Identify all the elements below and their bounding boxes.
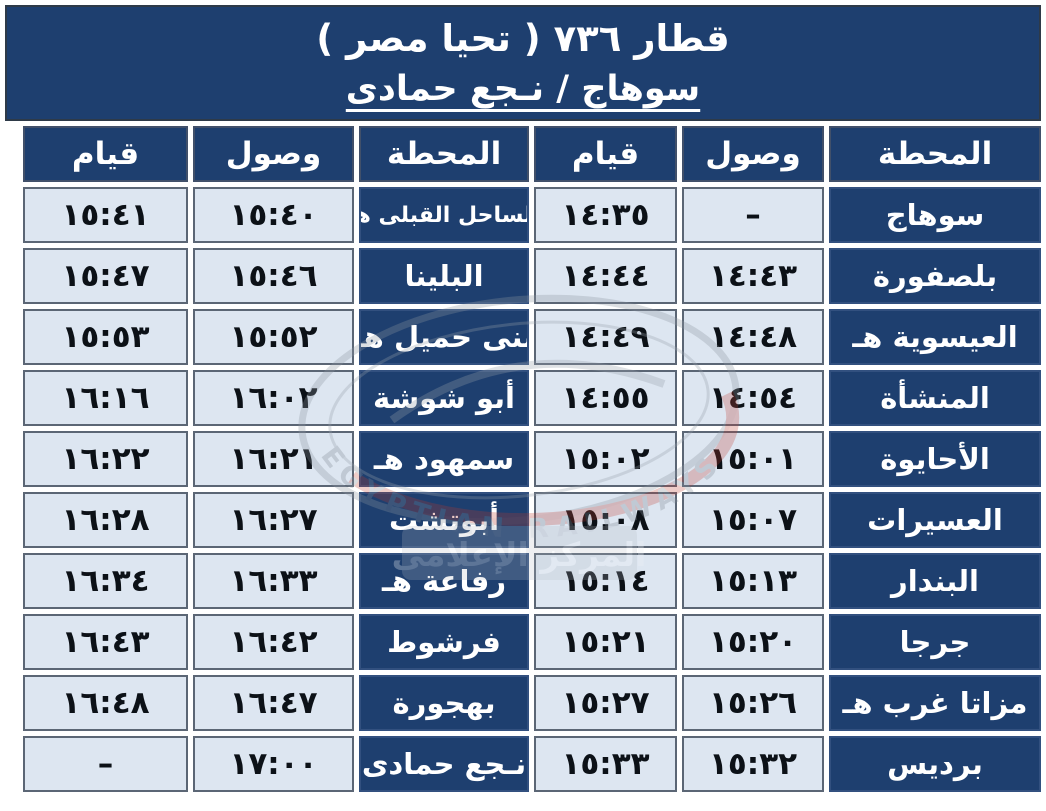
train-title: قطار ٧٣٦ ( تحيا مصر ) <box>316 17 730 60</box>
station-cell-leg2: نـجع حمادى <box>359 736 529 792</box>
station-cell-leg2: رفاعة هـ <box>359 553 529 609</box>
arrival-cell-leg2: ١٦:٤٢ <box>193 614 354 670</box>
arrival-cell-leg2: ١٦:٢١ <box>193 431 354 487</box>
departure-cell-leg1: ١٤:٣٥ <box>534 187 677 243</box>
table-row: المنشأة ١٤:٥٤ ١٤:٥٥ أبو شوشة ١٦:٠٢ ١٦:١٦ <box>5 370 1041 426</box>
station-cell-leg1: الأحايوة <box>829 431 1041 487</box>
station-cell-leg2: أبو شوشة <box>359 370 529 426</box>
station-cell-leg2: فرشوط <box>359 614 529 670</box>
table-row: البندار ١٥:١٣ ١٥:١٤ رفاعة هـ ١٦:٣٣ ١٦:٣٤ <box>5 553 1041 609</box>
station-cell-leg1: البندار <box>829 553 1041 609</box>
col-header-station-2: المحطة <box>359 126 529 182</box>
title-block: قطار ٧٣٦ ( تحيا مصر ) سوهاج / نـجع حمادى <box>5 5 1041 121</box>
arrival-cell-leg1: ١٥:٢٠ <box>682 614 824 670</box>
station-cell-leg2: البلينا <box>359 248 529 304</box>
table-row: برديس ١٥:٣٢ ١٥:٣٣ نـجع حمادى ١٧:٠٠ – <box>5 736 1041 792</box>
table-row: العسيرات ١٥:٠٧ ١٥:٠٨ أبوتشت ١٦:٢٧ ١٦:٢٨ <box>5 492 1041 548</box>
col-header-arrival-2: وصول <box>193 126 354 182</box>
departure-cell-leg2: ١٥:٤٧ <box>23 248 188 304</box>
station-cell-leg2: أبوتشت <box>359 492 529 548</box>
departure-cell-leg1: ١٥:٢٧ <box>534 675 677 731</box>
departure-cell-leg2: ١٦:٣٤ <box>23 553 188 609</box>
timetable-rows: سوهاج – ١٤:٣٥ الساحل القبلى هـ ١٥:٤٠ ١٥:… <box>5 187 1041 792</box>
departure-cell-leg1: ١٥:٣٣ <box>534 736 677 792</box>
departure-cell-leg2: ١٦:١٦ <box>23 370 188 426</box>
departure-cell-leg2: ١٦:٤٣ <box>23 614 188 670</box>
station-cell-leg2: بنى حميل هـ <box>359 309 529 365</box>
departure-cell-leg2: ١٦:٤٨ <box>23 675 188 731</box>
departure-cell-leg2: ١٥:٤١ <box>23 187 188 243</box>
station-cell-leg1: المنشأة <box>829 370 1041 426</box>
station-cell-leg1: برديس <box>829 736 1041 792</box>
arrival-cell-leg1: ١٥:١٣ <box>682 553 824 609</box>
arrival-cell-leg1: ١٤:٤٨ <box>682 309 824 365</box>
arrival-cell-leg2: ١٥:٤٠ <box>193 187 354 243</box>
departure-cell-leg1: ١٥:٠٨ <box>534 492 677 548</box>
col-header-departure-2: قيام <box>23 126 188 182</box>
table-row: العيسوية هـ ١٤:٤٨ ١٤:٤٩ بنى حميل هـ ١٥:٥… <box>5 309 1041 365</box>
arrival-cell-leg2: ١٦:٤٧ <box>193 675 354 731</box>
arrival-cell-leg1: ١٥:٢٦ <box>682 675 824 731</box>
arrival-cell-leg1: ١٥:٠٧ <box>682 492 824 548</box>
arrival-cell-leg1: – <box>682 187 824 243</box>
col-header-station-1: المحطة <box>829 126 1041 182</box>
table-row: مزاتا غرب هـ ١٥:٢٦ ١٥:٢٧ بهجورة ١٦:٤٧ ١٦… <box>5 675 1041 731</box>
departure-cell-leg2: ١٦:٢٢ <box>23 431 188 487</box>
arrival-cell-leg1: ١٤:٤٣ <box>682 248 824 304</box>
col-header-arrival-1: وصول <box>682 126 824 182</box>
arrival-cell-leg1: ١٥:٠١ <box>682 431 824 487</box>
table-row: بلصفورة ١٤:٤٣ ١٤:٤٤ البلينا ١٥:٤٦ ١٥:٤٧ <box>5 248 1041 304</box>
table-row: سوهاج – ١٤:٣٥ الساحل القبلى هـ ١٥:٤٠ ١٥:… <box>5 187 1041 243</box>
station-cell-leg1: جرجا <box>829 614 1041 670</box>
arrival-cell-leg1: ١٤:٥٤ <box>682 370 824 426</box>
departure-cell-leg2: ١٦:٢٨ <box>23 492 188 548</box>
arrival-cell-leg2: ١٦:٣٣ <box>193 553 354 609</box>
departure-cell-leg1: ١٥:٢١ <box>534 614 677 670</box>
arrival-cell-leg1: ١٥:٣٢ <box>682 736 824 792</box>
station-cell-leg2: سمهود هـ <box>359 431 529 487</box>
table-row: الأحايوة ١٥:٠١ ١٥:٠٢ سمهود هـ ١٦:٢١ ١٦:٢… <box>5 431 1041 487</box>
station-cell-leg1: العيسوية هـ <box>829 309 1041 365</box>
arrival-cell-leg2: ١٥:٥٢ <box>193 309 354 365</box>
departure-cell-leg2: – <box>23 736 188 792</box>
station-cell-leg1: سوهاج <box>829 187 1041 243</box>
col-header-departure-1: قيام <box>534 126 677 182</box>
arrival-cell-leg2: ١٦:٢٧ <box>193 492 354 548</box>
station-cell-leg1: مزاتا غرب هـ <box>829 675 1041 731</box>
arrival-cell-leg2: ١٧:٠٠ <box>193 736 354 792</box>
departure-cell-leg2: ١٥:٥٣ <box>23 309 188 365</box>
departure-cell-leg1: ١٥:٠٢ <box>534 431 677 487</box>
column-header-row: المحطة وصول قيام المحطة وصول قيام <box>5 126 1041 182</box>
departure-cell-leg1: ١٤:٤٤ <box>534 248 677 304</box>
arrival-cell-leg2: ١٦:٠٢ <box>193 370 354 426</box>
table-row: جرجا ١٥:٢٠ ١٥:٢١ فرشوط ١٦:٤٢ ١٦:٤٣ <box>5 614 1041 670</box>
station-cell-leg2: بهجورة <box>359 675 529 731</box>
station-cell-leg1: بلصفورة <box>829 248 1041 304</box>
departure-cell-leg1: ١٤:٥٥ <box>534 370 677 426</box>
station-cell-leg1: العسيرات <box>829 492 1041 548</box>
station-cell-leg2: الساحل القبلى هـ <box>359 187 529 243</box>
departure-cell-leg1: ١٤:٤٩ <box>534 309 677 365</box>
route-title: سوهاج / نـجع حمادى <box>345 69 701 109</box>
departure-cell-leg1: ١٥:١٤ <box>534 553 677 609</box>
arrival-cell-leg2: ١٥:٤٦ <box>193 248 354 304</box>
